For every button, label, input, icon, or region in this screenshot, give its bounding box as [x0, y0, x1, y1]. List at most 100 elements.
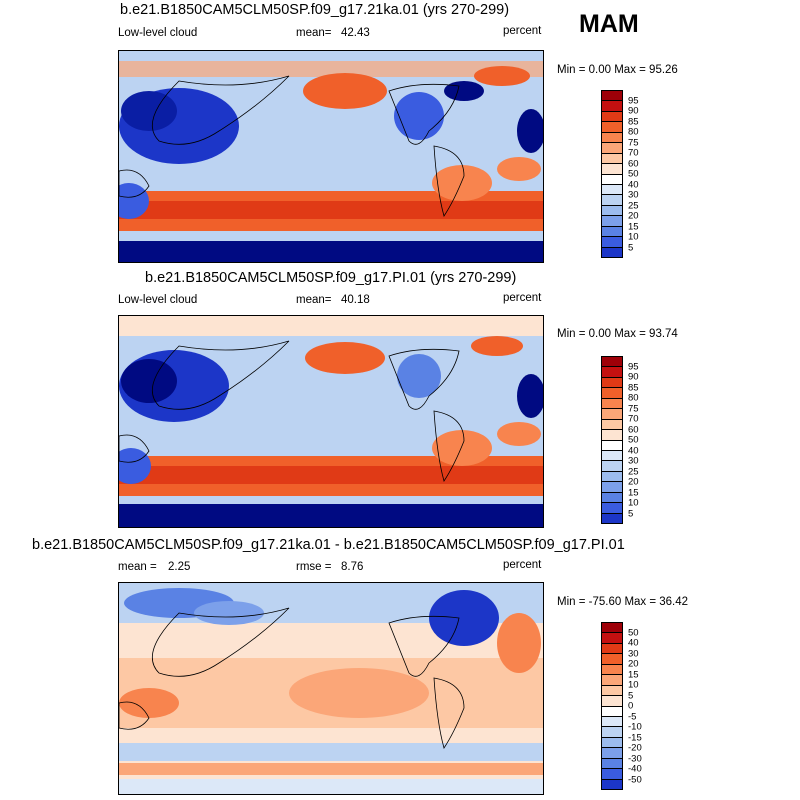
colorbar-tick-label: -40	[628, 763, 642, 775]
panel1-north-pacific-stratus	[303, 73, 387, 109]
colorbar-segment	[602, 367, 622, 378]
colorbar-segment	[602, 143, 622, 154]
colorbar-tick-label: 95	[628, 95, 639, 106]
panel3-mean-label: mean =	[118, 561, 157, 573]
colorbar-tick-label: 20	[628, 658, 639, 670]
colorbar-tick-label: 90	[628, 105, 639, 117]
panel2-arctic-band	[119, 316, 543, 336]
colorbar-tick-label: 5	[628, 508, 634, 519]
colorbar-segment	[602, 727, 622, 738]
colorbar-tick-label: 95	[628, 361, 639, 372]
colorbar-tick-label: -30	[628, 753, 642, 764]
colorbar-segment	[602, 111, 622, 123]
colorbar-segment	[602, 237, 622, 248]
colorbar-tick-label: 75	[628, 137, 639, 148]
panel2-units: percent	[503, 292, 542, 304]
panel3-maritime-continent-increase	[119, 688, 179, 718]
panel1-title: b.e21.B1850CAM5CLM50SP.f09_g17.21ka.01 (…	[120, 2, 510, 18]
panel1-southeast-atlantic-stratus	[497, 157, 541, 181]
panel3-antarctica	[119, 779, 543, 794]
panel1-map	[118, 50, 544, 263]
colorbar-tick-label: -10	[628, 721, 642, 733]
colorbar-segment	[602, 633, 622, 644]
colorbar-segment	[602, 482, 622, 493]
colorbar-tick-label: 10	[628, 679, 639, 691]
colorbar-tick-label: 40	[628, 179, 639, 190]
panel2-map	[118, 315, 544, 528]
panel1-coastline-australia	[119, 169, 150, 198]
panel3-rmse-value: 8.76	[341, 561, 364, 573]
colorbar-tick-label: 25	[628, 466, 639, 477]
colorbar-segment	[602, 706, 622, 717]
colorbar-segment	[602, 737, 622, 749]
panel2-north-atlantic-high-cloud	[471, 336, 523, 356]
colorbar-segment	[602, 675, 622, 686]
panel2-north-america-low-cloud	[397, 354, 441, 398]
colorbar-segment	[602, 409, 622, 420]
panel3-rmse-label: rmse =	[296, 561, 332, 573]
panel1-southeast-pacific-stratus	[432, 165, 492, 201]
panel3-units: percent	[503, 559, 542, 571]
colorbar-tick-label: 20	[628, 476, 639, 488]
colorbar-segment	[602, 132, 622, 144]
panel2-north-pacific-stratus	[305, 342, 385, 374]
colorbar-tick-label: 50	[628, 434, 639, 446]
colorbar-segment	[602, 153, 622, 165]
panel2-mean-label: mean=	[296, 294, 332, 306]
panel3-europe-increase	[497, 613, 541, 673]
colorbar-tick-label: 70	[628, 147, 639, 159]
panel2-sahara-low-cloud	[517, 374, 543, 418]
colorbar-tick-label: -50	[628, 774, 642, 785]
colorbar-segment	[602, 419, 622, 431]
colorbar-segment	[602, 461, 622, 472]
colorbar-segment	[602, 357, 622, 368]
colorbar-tick-label: 80	[628, 392, 639, 404]
panel2-colorbar	[601, 356, 623, 524]
panel3-southern-ocean-decrease	[119, 743, 543, 761]
panel1-variable-label: Low-level cloud	[118, 27, 198, 39]
colorbar-segment	[602, 503, 622, 514]
colorbar-tick-label: 5	[628, 690, 634, 701]
colorbar-segment	[602, 388, 622, 399]
colorbar-segment	[602, 654, 622, 665]
season-label: MAM	[579, 10, 639, 38]
colorbar-segment	[602, 492, 622, 504]
panel1-colorbar	[601, 90, 623, 258]
panel3-east-asia-decrease	[194, 601, 264, 625]
panel2-title: b.e21.B1850CAM5CLM50SP.f09_g17.PI.01 (yr…	[145, 270, 517, 286]
panel3-north-atlantic-decrease	[429, 590, 499, 646]
colorbar-tick-label: 70	[628, 413, 639, 425]
panel1-north-america-low-cloud	[394, 92, 444, 140]
panel2-antarctica	[119, 504, 543, 527]
colorbar-tick-label: 85	[628, 116, 639, 127]
colorbar-segment	[602, 164, 622, 175]
panel1-coastline-eurasia	[151, 75, 290, 145]
panel2-minmax: Min = 0.00 Max = 93.74	[557, 328, 678, 340]
colorbar-tick-label: 40	[628, 637, 639, 649]
colorbar-segment	[602, 377, 622, 389]
panel1-antarctica	[119, 241, 543, 262]
colorbar-tick-label: 5	[628, 242, 634, 253]
panel1-coastline-south-america	[433, 145, 465, 217]
colorbar-segment	[602, 685, 622, 697]
panel3-map-svg	[119, 583, 543, 794]
panel3-coastline-eurasia	[151, 607, 290, 677]
colorbar-segment	[602, 758, 622, 770]
panel2-southeast-atlantic-stratus	[497, 422, 541, 446]
panel1-coastline-north-america	[388, 83, 460, 145]
panel3-minmax: Min = -75.60 Max = 36.42	[557, 596, 689, 608]
panel2-map-svg	[119, 316, 543, 527]
panel3-coastline-north-america	[388, 615, 460, 677]
colorbar-segment	[602, 748, 622, 759]
colorbar-segment	[602, 769, 622, 780]
panel1-map-svg	[119, 51, 543, 262]
colorbar-tick-label: 25	[628, 200, 639, 211]
colorbar-tick-label: 50	[628, 168, 639, 180]
colorbar-segment	[602, 184, 622, 196]
colorbar-segment	[602, 664, 622, 676]
panel1-southern-ocean-core	[119, 201, 543, 219]
panel3-colorbar	[601, 622, 623, 790]
colorbar-segment	[602, 779, 622, 789]
colorbar-segment	[602, 195, 622, 206]
colorbar-segment	[602, 440, 622, 451]
